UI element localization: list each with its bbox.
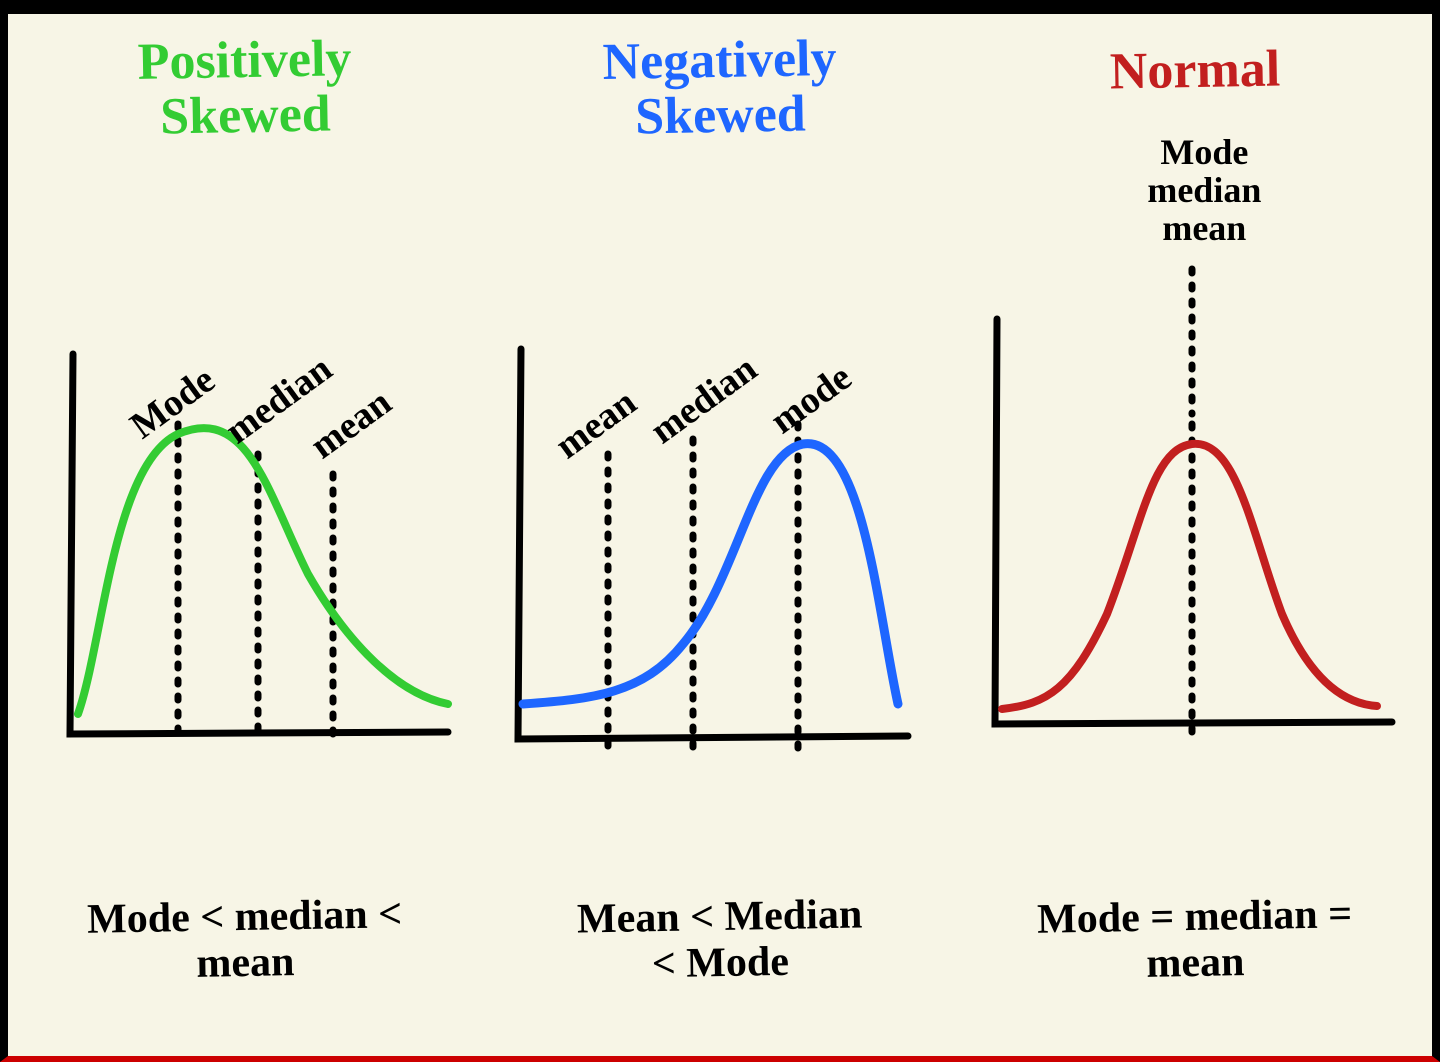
panel-positive-skew: Positively Skewed Mode median mean Mode … bbox=[8, 14, 483, 1056]
panel-negative-skew: Negatively Skewed mean median mode Mean … bbox=[483, 14, 958, 1056]
title-normal: Normal bbox=[1109, 43, 1280, 101]
panels-container: Positively Skewed Mode median mean Mode … bbox=[8, 14, 1432, 1056]
chart-negative: mean median mode bbox=[503, 294, 903, 744]
chart-positive-svg bbox=[48, 294, 448, 754]
curve-positive bbox=[78, 428, 448, 714]
panel-normal: Normal Mode median mean Mode = median = … bbox=[957, 14, 1432, 1056]
relation-positive: Mode < median < mean bbox=[87, 891, 404, 989]
curve-negative bbox=[523, 444, 898, 704]
label-stack-normal: Mode median mean bbox=[1147, 134, 1261, 247]
chart-negative-svg bbox=[503, 294, 913, 764]
relation-normal: Mode = median = mean bbox=[1036, 891, 1353, 989]
chart-positive: Mode median mean bbox=[48, 294, 448, 744]
title-positive: Positively Skewed bbox=[138, 32, 354, 145]
relation-negative: Mean < Median < Mode bbox=[577, 891, 864, 988]
chart-normal-svg bbox=[977, 294, 1397, 744]
chart-normal bbox=[977, 294, 1377, 744]
title-negative: Negatively Skewed bbox=[602, 32, 838, 145]
